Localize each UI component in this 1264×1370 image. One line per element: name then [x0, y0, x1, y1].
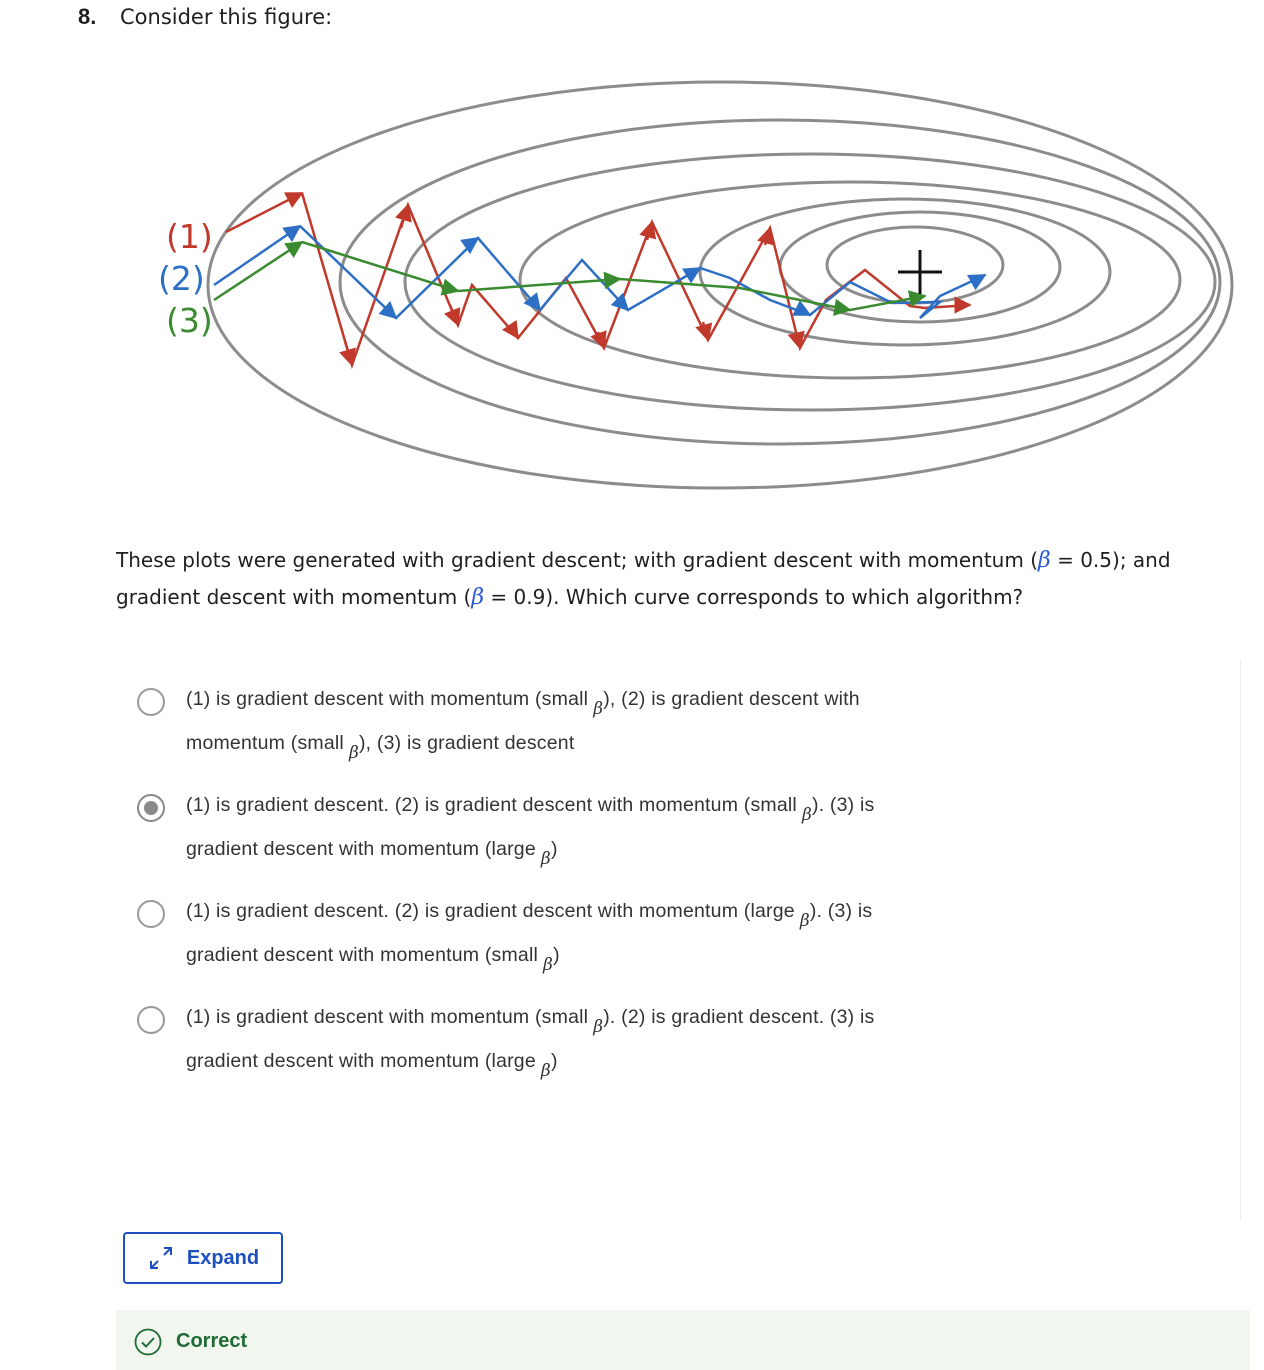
curve-2-arrowheads: [378, 236, 987, 320]
answer-option-3[interactable]: (1) is gradient descent. (2) is gradient…: [120, 872, 1020, 975]
beta-symbol: β: [471, 585, 485, 610]
answer-option-1[interactable]: (1) is gradient descent with momentum (s…: [120, 660, 1020, 763]
prompt-part-1: These plots were generated with gradient…: [116, 548, 1039, 572]
curve-3-momentum-large-beta: [301, 240, 926, 312]
check-circle-icon: [134, 1328, 162, 1356]
answer-option-2[interactable]: (1) is gradient descent. (2) is gradient…: [120, 766, 1020, 869]
gradient-descent-figure: (1) (2) (3): [158, 80, 1234, 490]
answer-option-4[interactable]: (1) is gradient descent with momentum (s…: [120, 978, 1020, 1081]
answer-options: (1) is gradient descent with momentum (s…: [120, 660, 1241, 1220]
question-prompt: These plots were generated with gradient…: [116, 542, 1246, 616]
expand-button[interactable]: Expand: [123, 1232, 283, 1284]
beta-symbol: β: [1038, 548, 1051, 573]
radio-button[interactable]: [137, 1006, 165, 1034]
question-lead: Consider this figure:: [120, 5, 333, 29]
prompt-part-2: = 0.5); and gradient descent with moment…: [116, 548, 1171, 609]
label-curve-3: (3): [166, 301, 213, 340]
radio-button[interactable]: [137, 688, 165, 716]
feedback-label: Correct: [176, 1330, 248, 1352]
label-curve-2: (2): [158, 259, 205, 298]
question-number: 8.: [78, 4, 97, 29]
option-text: (1) is gradient descent with momentum (s…: [186, 1006, 875, 1081]
expand-label: Expand: [186, 1246, 260, 1269]
curve-3-arrowheads: [440, 271, 927, 317]
curve-1-arrowheads: [339, 203, 972, 367]
radio-button[interactable]: [137, 900, 165, 928]
question-header: 8. Consider this figure:: [78, 4, 332, 30]
option-text: (1) is gradient descent. (2) is gradient…: [186, 900, 873, 975]
option-text: (1) is gradient descent. (2) is gradient…: [186, 794, 875, 869]
option-text: (1) is gradient descent with momentum (s…: [186, 688, 860, 763]
feedback-panel: Correct: [116, 1310, 1250, 1370]
minimum-marker: [898, 250, 942, 294]
label-curve-1: (1): [166, 217, 213, 256]
expand-arrows-icon: [149, 1247, 172, 1269]
prompt-part-3: = 0.9). Which curve corresponds to which…: [484, 585, 1024, 609]
radio-button-selected[interactable]: [137, 794, 165, 822]
